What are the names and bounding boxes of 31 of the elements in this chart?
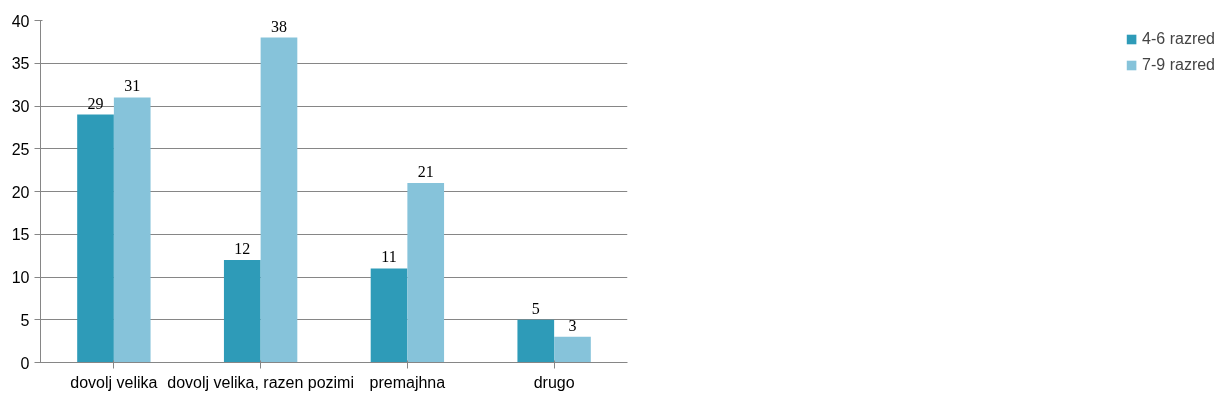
data-label: 31 [124,77,141,95]
y-tick-label: 25 [11,140,30,158]
y-tick-label: 30 [11,98,30,115]
legend-label: 4-6 razred [1142,30,1215,48]
y-tick-label: 10 [11,269,30,286]
y-tick-label: 5 [20,311,30,329]
bar [517,319,555,363]
legend-label: 7-9 razred [1142,56,1215,74]
bar [407,182,445,363]
bar [554,336,591,363]
data-label: 11 [381,248,397,266]
bar [260,37,298,363]
bar [77,114,114,363]
data-label: 38 [270,17,287,35]
y-tick-label: 40 [11,12,30,30]
data-label: 5 [531,299,540,317]
bar [113,97,151,363]
data-label: 3 [568,316,577,334]
data-label: 21 [417,162,434,180]
x-tick-label: dovolj velika [70,373,158,391]
bar [223,259,261,363]
x-tick-label: dovolj velika, razen pozimi [167,373,354,391]
x-tick-label: drugo [533,373,575,391]
y-tick-label: 35 [11,55,30,73]
y-tick-label: 0 [20,354,30,372]
bar [370,268,408,363]
data-label: 29 [87,94,104,112]
y-tick-label: 15 [11,226,30,244]
x-tick-label: premajhna [369,373,446,391]
y-tick-label: 20 [11,183,30,201]
data-label: 12 [234,239,251,257]
